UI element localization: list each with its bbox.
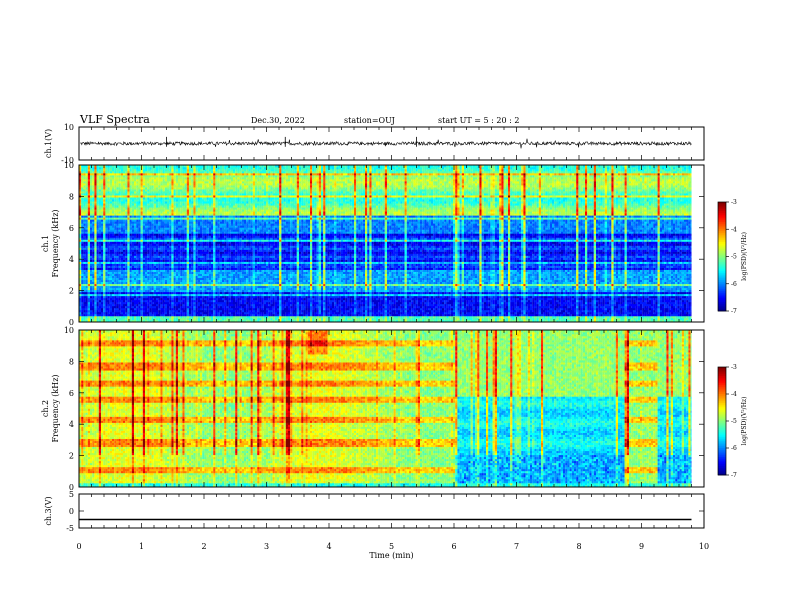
x-tick-label: 4	[326, 542, 331, 551]
y-tick-label: 6	[69, 224, 74, 233]
no-data-area	[692, 330, 705, 487]
colorbar-tick-label: -4	[731, 226, 737, 233]
y-tick-label: 8	[69, 357, 74, 366]
colorbar-tick-label: -3	[731, 199, 737, 206]
x-tick-label: 10	[699, 542, 709, 551]
colorbar-tick-label: -5	[731, 418, 737, 425]
y-tick-label: 8	[69, 192, 74, 201]
y-tick-label: 4	[69, 255, 74, 264]
y-tick-label: 10	[64, 161, 74, 170]
ch1-waveform-line	[80, 139, 691, 149]
spectrogram-cells	[79, 165, 692, 322]
x-axis-label: Time (min)	[369, 551, 413, 560]
y-tick-label: -5	[66, 524, 74, 533]
y-tick-label: 4	[69, 420, 74, 429]
y-tick-label: 6	[69, 389, 74, 398]
x-tick-label: 8	[576, 542, 581, 551]
colorbar-ch1: -3 -4 -5 -6 -7 log(PSD)(V²/Hz)	[718, 199, 748, 315]
y-tick-label: 10	[64, 123, 74, 132]
colorbar-tick-label: -7	[731, 472, 737, 479]
colorbar-ch2: -3 -4 -5 -6 -7 log(PSD)(V²/Hz)	[718, 364, 748, 479]
x-tick-label: 3	[264, 542, 269, 551]
header-date: Dec.30, 2022	[251, 116, 305, 125]
time-axis: 0 1 2 3 4 5 6 7 8 9 10 Time (min)	[76, 542, 709, 560]
x-tick-label: 6	[451, 542, 456, 551]
y-tick-label: 0	[69, 507, 74, 516]
y-tick-label: 2	[69, 452, 74, 461]
y-tick-label: 10	[64, 326, 74, 335]
colorbar-tick-label: -3	[731, 364, 737, 371]
header-station: station=OUJ	[344, 116, 395, 125]
ch3-waveform-panel: 5 0 -5 ch.3(V)	[44, 490, 704, 533]
y-tick-label: 2	[69, 287, 74, 296]
colorbar-label: log(PSD)(V²/Hz)	[741, 232, 748, 281]
spectrogram-cells	[79, 330, 692, 487]
y-axis-label: ch.1(V)	[44, 129, 53, 158]
colorbar-tick-label: -7	[731, 308, 737, 315]
colorbar-tick-label: -6	[731, 281, 737, 288]
panel-frame	[79, 494, 704, 528]
x-tick-label: 9	[639, 542, 644, 551]
x-tick-label: 2	[201, 542, 206, 551]
figure-title: VLF Spectra	[79, 113, 150, 126]
y-axis-label: ch.3(V)	[44, 496, 53, 525]
y-axis-label: ch.1Frequency (kHz)	[41, 209, 60, 277]
x-tick-label: 0	[76, 542, 81, 551]
no-data-area	[692, 165, 705, 322]
y-axis-label: ch.2Frequency (kHz)	[41, 374, 60, 442]
x-tick-label: 5	[389, 542, 394, 551]
colorbar-label: log(PSD)(V²/Hz)	[741, 397, 748, 446]
colorbar-tick-label: -5	[731, 254, 737, 261]
colorbar-tick-label: -4	[731, 391, 737, 398]
colorbar-tick-label: -6	[731, 445, 737, 452]
header-start: start UT = 5 : 20 : 2	[438, 116, 519, 125]
y-tick-label: 5	[69, 490, 74, 499]
x-tick-label: 7	[514, 542, 519, 551]
x-tick-label: 1	[139, 542, 144, 551]
